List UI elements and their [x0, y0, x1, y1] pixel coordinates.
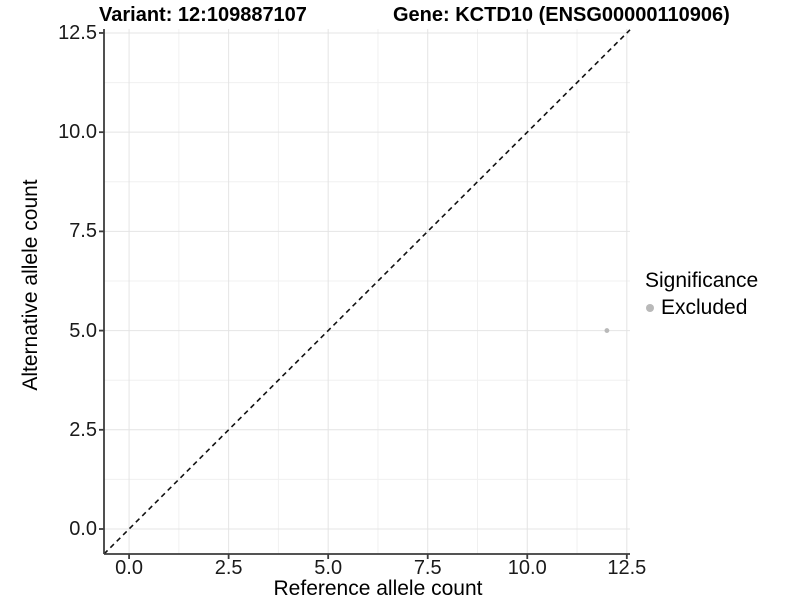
- y-axis-title: Alternative allele count: [19, 179, 42, 391]
- variant-title: Variant: 12:109887107: [99, 4, 307, 26]
- data-point: [604, 328, 610, 333]
- y-tick-label: 12.5: [58, 21, 97, 44]
- y-tick-label: 7.5: [69, 220, 97, 243]
- excluded-point-icon: [646, 304, 654, 312]
- x-tick-label: 5.0: [314, 557, 343, 579]
- x-tick-label: 10.0: [507, 557, 547, 579]
- identity-reference-line: [103, 29, 631, 555]
- y-tick-label: 2.5: [69, 418, 97, 441]
- x-axis-title: Reference allele count: [273, 577, 483, 600]
- gene-title: Gene: KCTD10 (ENSG00000110906): [393, 4, 730, 26]
- x-tick-label: 7.5: [413, 557, 442, 579]
- y-tick-label: 10.0: [58, 121, 97, 144]
- legend: Significance Excluded: [645, 269, 758, 320]
- x-tick-label: 12.5: [607, 557, 647, 579]
- x-tick-label: 0.0: [115, 557, 143, 579]
- y-tick-label: 0.0: [69, 518, 97, 540]
- legend-title: Significance: [645, 269, 759, 292]
- x-tick-label: 2.5: [214, 557, 243, 579]
- legend-entry-excluded: Excluded: [645, 296, 758, 320]
- legend-entry-label: Excluded: [661, 296, 748, 319]
- y-tick-label: 5.0: [69, 319, 97, 342]
